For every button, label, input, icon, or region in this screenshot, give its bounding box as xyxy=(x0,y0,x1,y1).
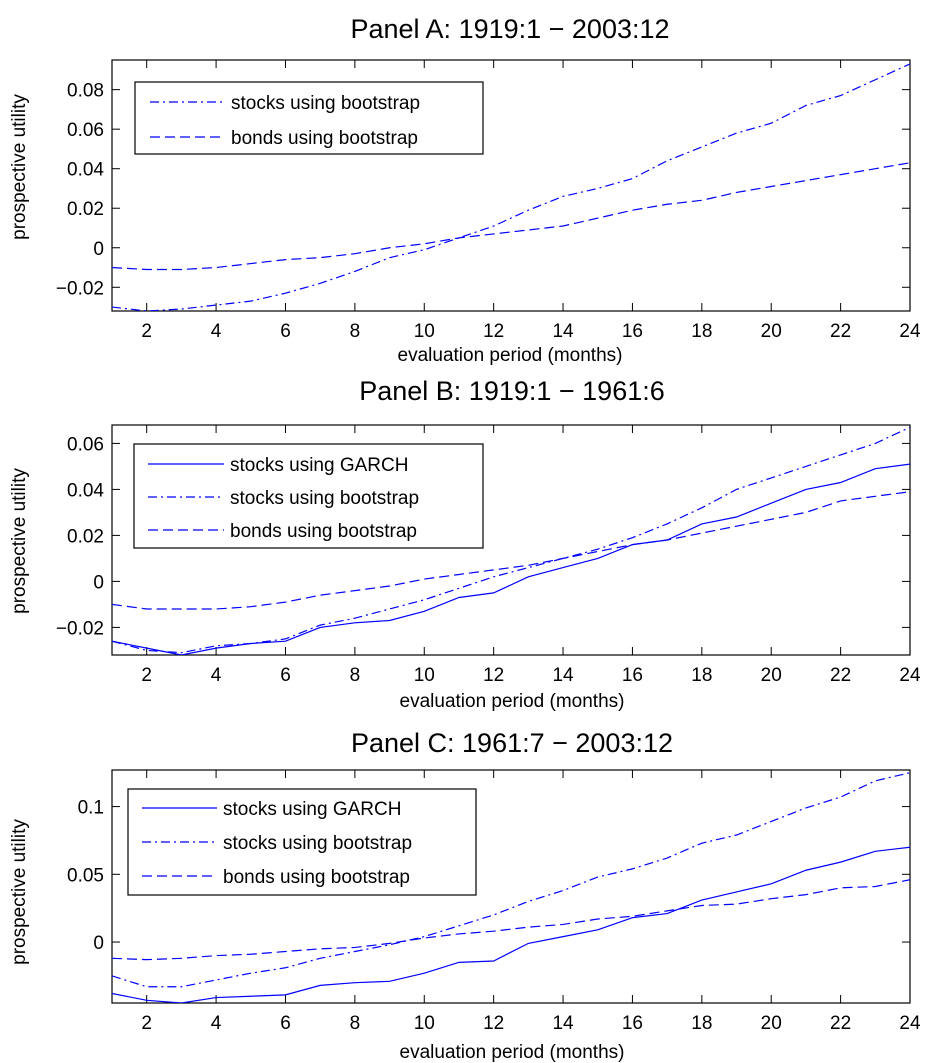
panel-c-series-line xyxy=(112,846,910,1003)
panel-a-ytick-label: −0.02 xyxy=(56,278,104,299)
panel-a-xtick-label: 14 xyxy=(552,321,574,342)
panel-b-xtick-label: 8 xyxy=(350,665,361,686)
panel-c-series-line xyxy=(112,772,910,988)
panel-b-ytick-label: 0.06 xyxy=(67,434,104,455)
panel-a: Panel A: 1919:1 − 2003:12 prospective ut… xyxy=(9,14,921,366)
panel-a-legend-box xyxy=(134,81,484,155)
panel-b-ytick-label: 0.04 xyxy=(67,480,104,501)
panel-b-title: Panel B: 1919:1 − 1961:6 xyxy=(359,376,665,406)
panel-b-xtick-label: 18 xyxy=(691,665,712,686)
panel-a-xtick-label: 10 xyxy=(414,321,435,342)
panel-a-ylabel: prospective utility xyxy=(9,94,30,240)
panel-c-xtick-label: 10 xyxy=(414,1013,435,1034)
panel-b-xtick-label: 20 xyxy=(761,665,782,686)
panel-a-legend-label-0: stocks using bootstrap xyxy=(231,93,420,114)
panel-b-xtick-label: 22 xyxy=(830,665,851,686)
panel-c-legend-label-1: stocks using bootstrap xyxy=(223,833,412,854)
panel-a-legend: stocks using bootstrap bonds using boots… xyxy=(134,81,484,155)
panel-a-xtick-label: 20 xyxy=(761,321,782,342)
panel-a-ticks: 2 4 6 8 10 12 14 16 18 20 22 24−0.0200.020.040.060.… xyxy=(56,60,921,342)
panel-c-title: Panel C: 1961:7 − 2003:12 xyxy=(351,728,673,758)
panel-c-xtick-label: 2 xyxy=(141,1013,152,1034)
panel-c: Panel C: 1961:7 − 2003:12 prospective ut… xyxy=(9,728,921,1063)
panel-b-legend-label-2: bonds using bootstrap xyxy=(230,521,417,542)
panel-a-xtick-label: 22 xyxy=(830,321,851,342)
panel-a-xtick-label: 24 xyxy=(899,321,921,342)
panel-c-xtick-label: 18 xyxy=(691,1013,712,1034)
panel-a-title: Panel A: 1919:1 − 2003:12 xyxy=(350,14,669,44)
panel-b-xtick-label: 24 xyxy=(899,665,921,686)
panel-a-xtick-label: 2 xyxy=(141,321,152,342)
panel-c-series-line xyxy=(112,879,910,961)
panel-b-ytick-label: −0.02 xyxy=(56,618,104,639)
panel-a-ytick-label: 0.04 xyxy=(67,160,104,181)
panel-a-xtick-label: 4 xyxy=(211,321,222,342)
panel-b-ylabel: prospective utility xyxy=(9,468,30,614)
panel-a-ytick-label: 0.02 xyxy=(67,199,104,220)
panel-a-ytick-label: 0.08 xyxy=(67,81,104,102)
panel-c-ylabel: prospective utility xyxy=(9,819,30,965)
panel-c-xtick-label: 16 xyxy=(622,1013,643,1034)
panel-b-legend-label-0: stocks using GARCH xyxy=(230,455,408,476)
panel-c-xtick-label: 8 xyxy=(350,1013,361,1034)
panel-b-xtick-label: 16 xyxy=(622,665,643,686)
panel-c-ytick-label: 0 xyxy=(93,933,104,954)
panel-c-xtick-label: 20 xyxy=(761,1013,782,1034)
panel-a-xtick-label: 12 xyxy=(483,321,504,342)
panel-a-xtick-label: 6 xyxy=(280,321,291,342)
panel-c-legend: stocks using GARCH stocks using bootstra… xyxy=(127,788,477,896)
panel-b-xtick-label: 2 xyxy=(141,665,152,686)
panel-b-xtick-label: 10 xyxy=(414,665,435,686)
panel-a-xtick-label: 8 xyxy=(350,321,361,342)
panel-c-ytick-label: 0.05 xyxy=(67,865,104,886)
panel-c-xtick-label: 24 xyxy=(899,1013,921,1034)
panel-a-series xyxy=(112,63,910,311)
panel-b-ytick-label: 0.02 xyxy=(67,526,104,547)
panel-a-xlabel: evaluation period (months) xyxy=(398,345,623,366)
panel-b-legend-label-1: stocks using bootstrap xyxy=(230,488,419,509)
panel-a-ytick-label: 0 xyxy=(93,239,104,260)
panel-c-series xyxy=(112,772,910,1003)
panel-c-xlabel: evaluation period (months) xyxy=(400,1042,625,1063)
panel-c-legend-label-2: bonds using bootstrap xyxy=(223,867,410,888)
panel-b-xtick-label: 6 xyxy=(280,665,291,686)
panel-b-legend: stocks using GARCH stocks using bootstra… xyxy=(133,443,484,549)
panel-b-series-line xyxy=(112,426,910,654)
panel-c-ytick-label: 0.1 xyxy=(78,798,104,819)
panel-a-xtick-label: 16 xyxy=(622,321,643,342)
panel-b-legend-box xyxy=(133,443,484,549)
panel-b: Panel B: 1919:1 − 1961:6 prospective uti… xyxy=(9,376,921,712)
panel-a-legend-label-1: bonds using bootstrap xyxy=(231,128,418,149)
panel-a-xtick-label: 18 xyxy=(691,321,712,342)
panel-b-ytick-label: 0 xyxy=(93,572,104,593)
panel-b-xtick-label: 12 xyxy=(483,665,504,686)
panel-c-legend-label-0: stocks using GARCH xyxy=(223,799,401,820)
panel-c-xtick-label: 14 xyxy=(552,1013,574,1034)
panel-a-ytick-label: 0.06 xyxy=(67,120,104,141)
panel-c-xtick-label: 4 xyxy=(211,1013,222,1034)
panel-c-xtick-label: 12 xyxy=(483,1013,504,1034)
panel-b-series xyxy=(112,426,910,655)
panel-b-xtick-label: 4 xyxy=(211,665,222,686)
panel-b-xlabel: evaluation period (months) xyxy=(400,691,625,712)
panel-c-xtick-label: 22 xyxy=(830,1013,851,1034)
panel-b-xtick-label: 14 xyxy=(552,665,574,686)
panel-c-xtick-label: 6 xyxy=(280,1013,291,1034)
panel-a-series-line xyxy=(112,63,910,311)
